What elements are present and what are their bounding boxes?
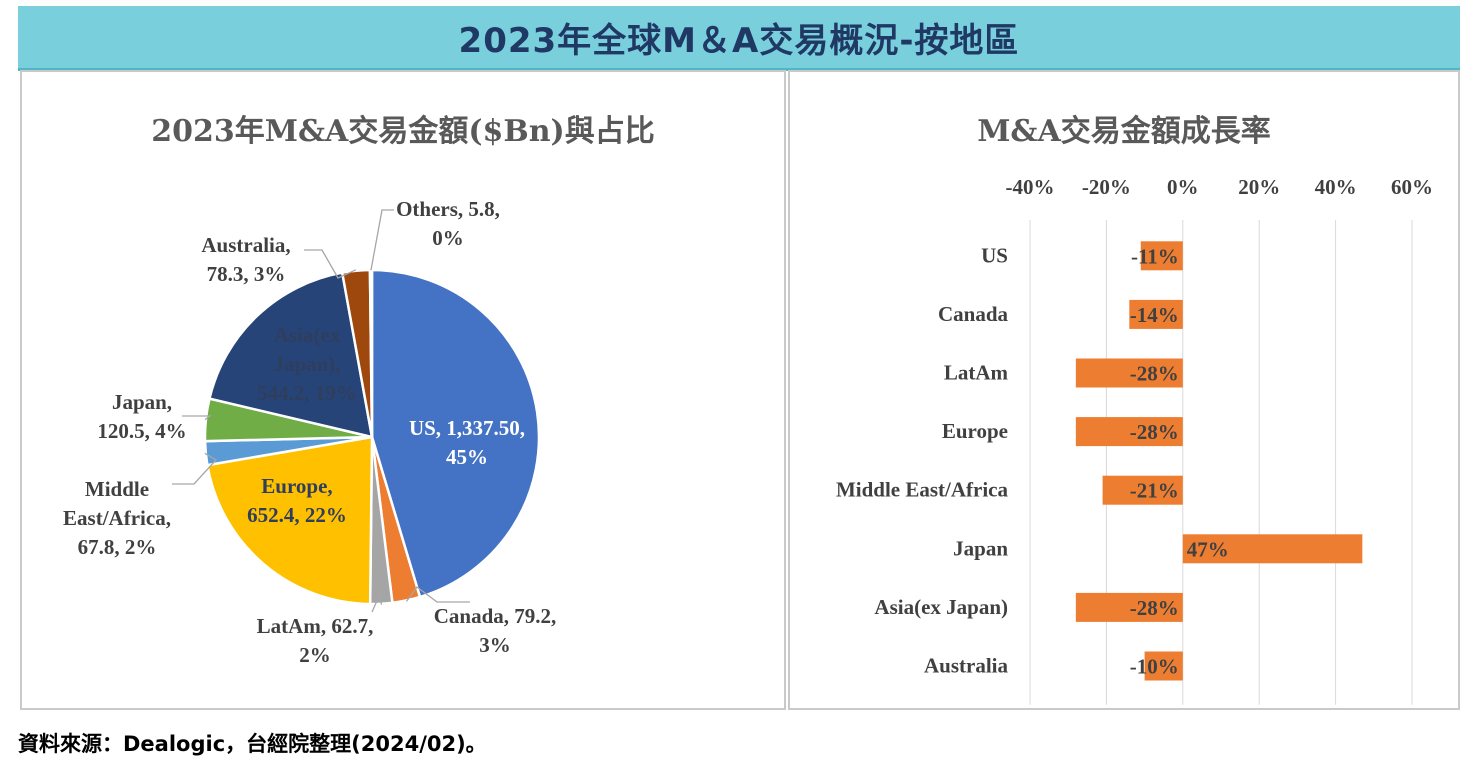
pie-chart-title: 2023年M&A交易金額($Bn)與占比 xyxy=(151,114,655,149)
pie-slice-asia-ex-japan xyxy=(207,271,374,439)
category-label-japan: Japan xyxy=(953,536,1008,560)
pie-slice-europe xyxy=(205,435,374,606)
pie-label-latam: LatAm, 62.7, 2% xyxy=(257,614,374,667)
value-label-latam: -28% xyxy=(1130,362,1179,386)
value-label-japan: 47% xyxy=(1187,537,1229,561)
bar-asia-ex-japan xyxy=(1075,592,1183,622)
bar-japan xyxy=(1182,534,1363,564)
pie-label-us: US, 1,337.50, 45% xyxy=(409,416,525,469)
value-label-europe: -28% xyxy=(1130,420,1179,444)
pie-chart: US, 1,337.50, 45% Canada, 79.2, 3% LatAm, 62… xyxy=(63,197,557,667)
pie-chart-panel: 2023年M&A交易金額($Bn)與占比 US, 1,337.50, 45% Can… xyxy=(20,70,786,710)
leader-line-australia xyxy=(304,249,357,279)
pie-label-australia: Australia, 78.3, 3% xyxy=(201,233,290,286)
bar-europe xyxy=(1075,417,1183,447)
category-label-canada: Canada xyxy=(938,302,1009,326)
bar-chart: -40% -20% 0% 20% 40% 60% US -11% Canada -14% LatAm… xyxy=(836,175,1433,705)
pie-label-japan: Japan, 120.5, 4% xyxy=(97,390,186,443)
category-label-europe: Europe xyxy=(942,419,1008,443)
page-title: 2023年全球M＆A交易概況-按地區 xyxy=(458,20,1020,61)
bar-chart-panel: M&A交易金額成長率 -40% -20% 0% 20% 40% 60% US -11% Cana… xyxy=(788,70,1460,710)
category-label-us: US xyxy=(981,243,1008,267)
pie-label-canada: Canada, 79.2, 3% xyxy=(434,604,557,657)
x-tick-label: 20% xyxy=(1238,175,1280,199)
x-tick-label: 40% xyxy=(1315,175,1357,199)
category-label-middle-east-africa: Middle East/Africa xyxy=(836,478,1009,502)
x-tick-label: 60% xyxy=(1391,175,1433,199)
pie-label-middle-east-africa: Middle East/Africa, 67.8, 2% xyxy=(63,477,171,559)
leader-line-others xyxy=(370,209,394,271)
pie-label-asia-ex-japan: Asia(ex Japan), 544.2, 19% xyxy=(257,323,357,405)
x-tick-label: 0% xyxy=(1167,175,1199,199)
category-label-australia: Australia xyxy=(924,654,1009,678)
value-label-middle-east-africa: -21% xyxy=(1130,479,1179,503)
bar-canada xyxy=(1129,299,1183,329)
pie-label-europe: Europe, 652.4, 22% xyxy=(247,474,347,527)
pie-slice-us xyxy=(370,268,541,599)
category-label-asia-ex-japan: Asia(ex Japan) xyxy=(874,595,1008,619)
category-label-latam: LatAm xyxy=(944,361,1009,385)
pie-label-others: Others, 5.8, 0% xyxy=(396,197,500,250)
value-label-asia-ex-japan: -28% xyxy=(1130,596,1179,620)
bar-chart-title: M&A交易金額成長率 xyxy=(977,114,1271,149)
bar-latam xyxy=(1075,358,1183,388)
bar-us xyxy=(1140,241,1183,271)
x-tick-label: -40% xyxy=(1006,175,1055,199)
leader-line-japan xyxy=(182,415,213,421)
leader-line-middle-east-africa xyxy=(172,452,218,485)
bar-middle-east-africa xyxy=(1102,475,1183,505)
title-banner: 2023年全球M＆A交易概況-按地區 xyxy=(18,6,1460,71)
leader-line-latam xyxy=(371,591,383,613)
source-note: 資料來源：Dealogic，台經院整理(2024/02)。 xyxy=(18,732,487,756)
value-label-us: -11% xyxy=(1131,244,1179,268)
leader-line-canada xyxy=(405,586,470,603)
value-label-australia: -10% xyxy=(1130,655,1179,679)
bar-australia xyxy=(1144,651,1183,681)
x-tick-label: -20% xyxy=(1082,175,1131,199)
value-label-canada: -14% xyxy=(1130,303,1179,327)
